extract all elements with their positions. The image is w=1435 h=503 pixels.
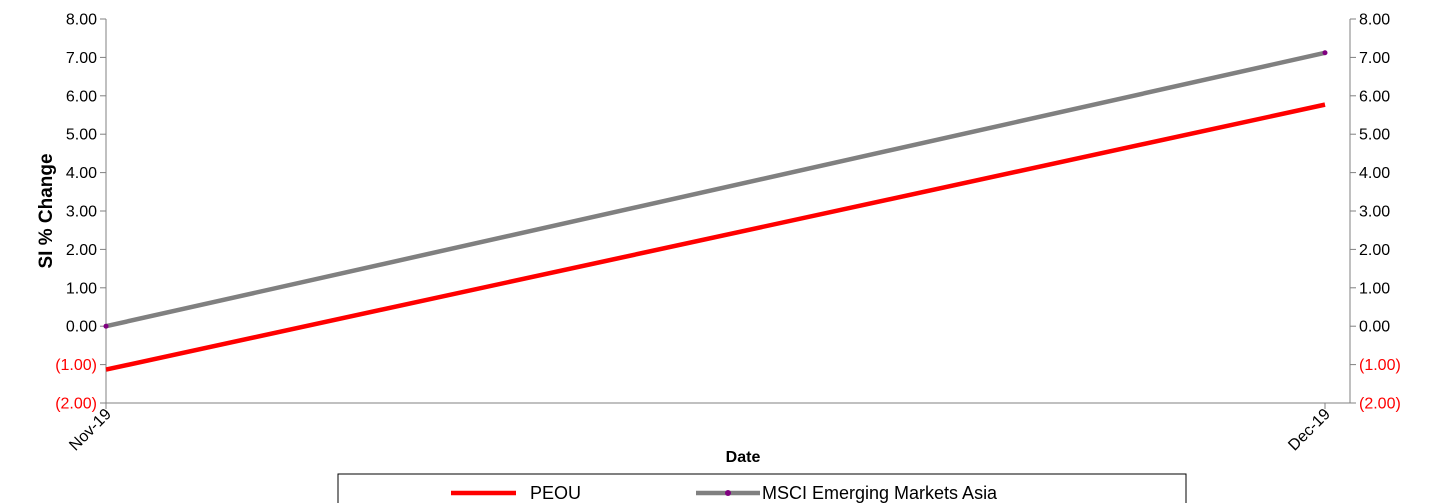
x-tick-label: Nov-19 [66, 406, 115, 455]
legend-label-msci: MSCI Emerging Markets Asia [762, 483, 998, 503]
left-tick-label: (1.00) [55, 357, 97, 374]
right-tick-label: 2.00 [1359, 242, 1390, 259]
left-tick-label: 6.00 [66, 88, 97, 105]
series-point-1 [103, 323, 109, 329]
left-tick-label: 2.00 [66, 242, 97, 259]
legend-marker-msci [725, 490, 731, 496]
series-line-0 [105, 102, 1326, 372]
right-tick-label: 7.00 [1359, 50, 1390, 67]
x-ticks: Nov-19 Dec-19 [66, 403, 1334, 454]
right-tick-label: 3.00 [1359, 204, 1390, 221]
left-tick-label: 4.00 [66, 165, 97, 182]
right-y-ticks: (2.00) (1.00) 0.00 1.00 2.00 3.00 4.00 5.00 6.00… [1350, 12, 1401, 413]
legend-label-peou: PEOU [530, 483, 581, 503]
series-line-1 [105, 50, 1326, 329]
right-tick-label: (1.00) [1359, 357, 1401, 374]
left-tick-label: (2.00) [55, 396, 97, 413]
y-axis-title: SI % Change [36, 153, 57, 268]
left-tick-label: 1.00 [66, 280, 97, 297]
right-tick-label: 0.00 [1359, 319, 1390, 336]
right-tick-label: (2.00) [1359, 396, 1401, 413]
series-point-1 [1322, 50, 1328, 56]
x-tick-label: Dec-19 [1285, 406, 1334, 455]
left-tick-label: 0.00 [66, 319, 97, 336]
x-axis-title: Date [726, 449, 761, 466]
right-tick-label: 1.00 [1359, 280, 1390, 297]
right-tick-label: 6.00 [1359, 88, 1390, 105]
right-tick-label: 4.00 [1359, 165, 1390, 182]
left-y-ticks: (2.00) (1.00) 0.00 1.00 2.00 3.00 4.00 5.00 6.00… [55, 12, 106, 413]
left-tick-label: 7.00 [66, 50, 97, 67]
legend-box [337, 473, 1187, 503]
series-layer [103, 50, 1328, 372]
right-tick-label: 5.00 [1359, 127, 1390, 144]
left-tick-label: 3.00 [66, 204, 97, 221]
left-tick-label: 8.00 [66, 12, 97, 29]
left-tick-label: 5.00 [66, 127, 97, 144]
right-tick-label: 8.00 [1359, 12, 1390, 29]
legend: PEOU MSCI Emerging Markets Asia [337, 473, 1187, 503]
